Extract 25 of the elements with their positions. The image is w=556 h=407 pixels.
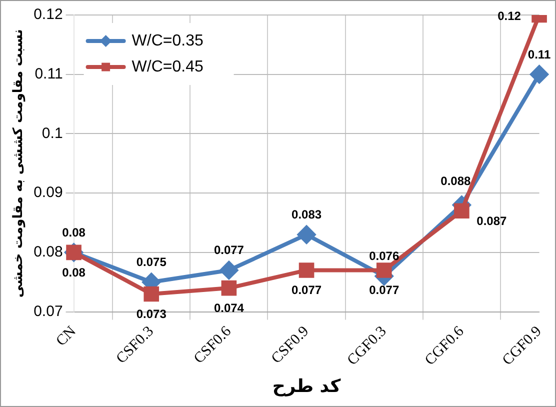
y-tick-label: 0.09	[34, 184, 63, 202]
data-label: 0.074	[214, 301, 244, 316]
legend-label: W/C=0.45	[132, 58, 204, 76]
y-axis-title: نسبت مقاومت کششی به مقاومت خمشی	[11, 29, 26, 298]
x-axis-title: کد طرح	[272, 376, 342, 397]
y-tick-label: 0.1	[42, 124, 63, 142]
data-label: 0.12	[498, 9, 522, 23]
y-tick-label: 0.08	[34, 244, 63, 261]
legend-label: W/C=0.35	[132, 32, 204, 50]
x-tick-label: CN	[53, 323, 80, 350]
data-label: 0.077	[369, 283, 400, 298]
y-tick-label: 0.12	[34, 6, 63, 24]
data-label: 0.077	[292, 283, 322, 298]
data-label: 0.075	[136, 255, 167, 270]
data-label: 0.087	[476, 214, 508, 228]
data-label: 0.08	[62, 225, 86, 240]
data-label: 0.088	[440, 174, 472, 188]
data-label: 0.073	[136, 306, 167, 321]
data-label: 0.077	[214, 243, 244, 258]
data-label: 0.08	[62, 265, 86, 280]
y-tick-label: 0.07	[34, 302, 63, 320]
data-label: 0.083	[292, 208, 322, 222]
data-label: 0.076	[369, 249, 400, 264]
y-tick-label: 0.11	[34, 65, 63, 82]
data-label: 0.11	[528, 47, 551, 62]
